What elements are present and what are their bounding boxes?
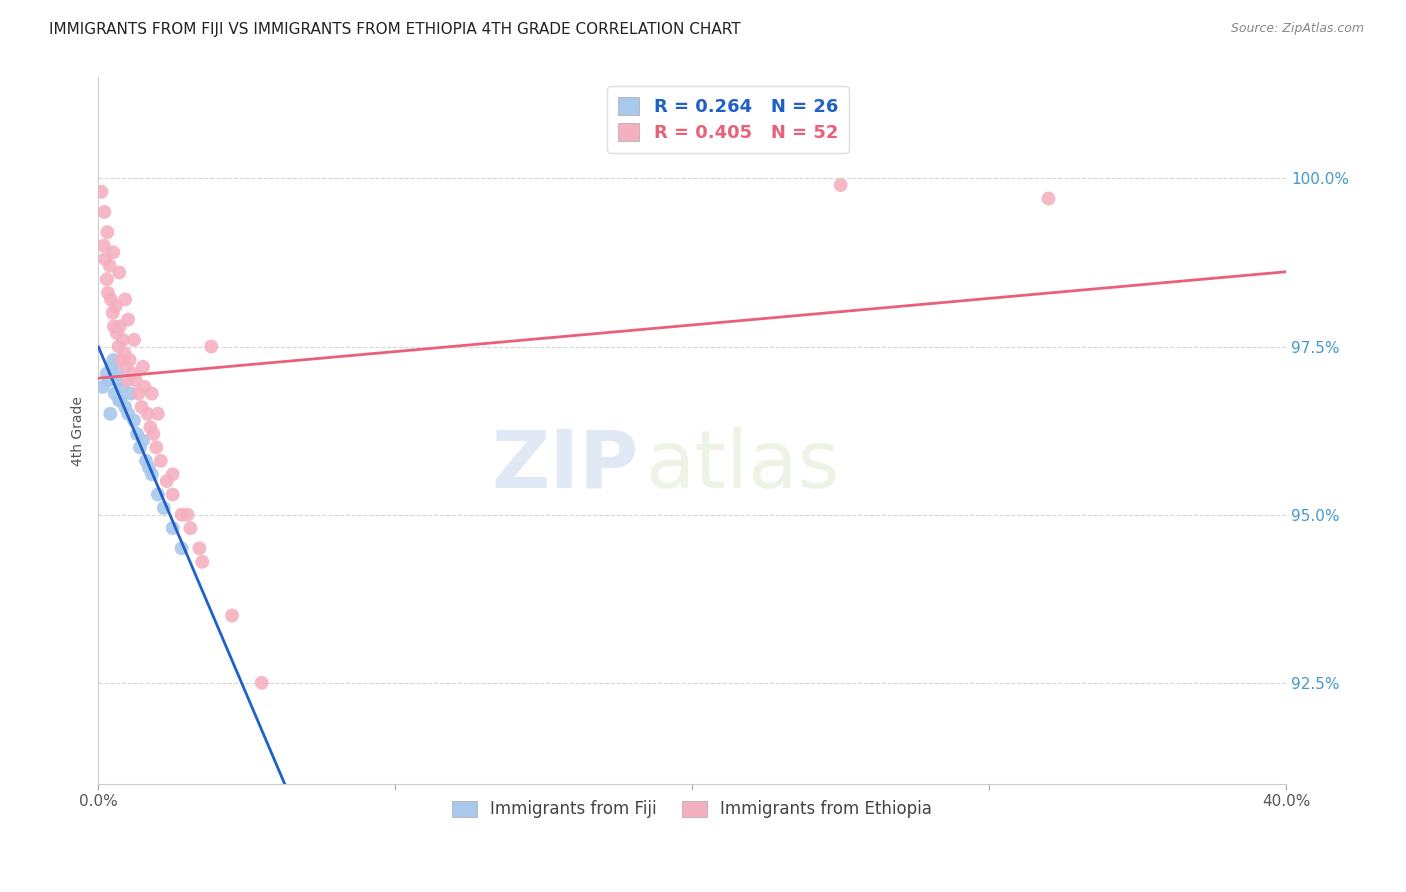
Point	[96, 272, 118, 286]
Point	[138, 460, 160, 475]
Point	[101, 359, 124, 374]
Point	[129, 441, 152, 455]
Text: IMMIGRANTS FROM FIJI VS IMMIGRANTS FROM ETHIOPIA 4TH GRADE CORRELATION CHART: IMMIGRANTS FROM FIJI VS IMMIGRANTS FROM …	[49, 22, 741, 37]
Point	[136, 407, 159, 421]
Point	[114, 400, 136, 414]
Point	[156, 474, 179, 488]
Point	[91, 380, 114, 394]
Point	[108, 393, 131, 408]
Point	[162, 521, 184, 535]
Point	[132, 359, 155, 374]
Point	[111, 380, 134, 394]
Point	[124, 373, 146, 387]
Point	[117, 407, 139, 421]
Point	[162, 487, 184, 501]
Text: Source: ZipAtlas.com: Source: ZipAtlas.com	[1230, 22, 1364, 36]
Text: atlas: atlas	[645, 427, 839, 505]
Point	[170, 508, 193, 522]
Point	[104, 299, 127, 313]
Point	[120, 386, 142, 401]
Point	[94, 252, 117, 266]
Point	[97, 373, 120, 387]
Point	[139, 420, 162, 434]
Legend: Immigrants from Fiji, Immigrants from Ethiopia: Immigrants from Fiji, Immigrants from Et…	[446, 794, 939, 825]
Point	[110, 353, 132, 368]
Point	[107, 339, 129, 353]
Point	[121, 367, 143, 381]
Point	[96, 367, 118, 381]
Point	[250, 676, 273, 690]
Point	[114, 293, 136, 307]
Point	[96, 225, 118, 239]
Point	[1038, 192, 1060, 206]
Y-axis label: 4th Grade: 4th Grade	[72, 396, 86, 466]
Point	[98, 407, 121, 421]
Point	[170, 541, 193, 556]
Point	[141, 386, 163, 401]
Point	[152, 500, 174, 515]
Point	[200, 339, 222, 353]
Point	[117, 312, 139, 326]
Point	[146, 407, 169, 421]
Point	[122, 413, 145, 427]
Point	[101, 306, 124, 320]
Point	[830, 178, 852, 192]
Point	[103, 353, 125, 368]
Point	[141, 467, 163, 482]
Point	[149, 454, 172, 468]
Point	[93, 205, 115, 219]
Point	[142, 426, 165, 441]
Point	[188, 541, 211, 556]
Point	[110, 393, 132, 408]
Point	[104, 386, 127, 401]
Point	[107, 367, 129, 381]
Point	[146, 487, 169, 501]
Point	[128, 386, 150, 401]
Point	[100, 293, 122, 307]
Point	[179, 521, 201, 535]
Point	[108, 266, 131, 280]
Point	[135, 454, 157, 468]
Point	[103, 245, 125, 260]
Point	[93, 238, 115, 252]
Point	[132, 434, 155, 448]
Point	[191, 555, 214, 569]
Point	[98, 259, 121, 273]
Point	[145, 441, 167, 455]
Point	[114, 346, 136, 360]
Point	[90, 185, 112, 199]
Point	[114, 359, 136, 374]
Point	[111, 333, 134, 347]
Point	[97, 285, 120, 300]
Point	[162, 467, 184, 482]
Point	[118, 353, 141, 368]
Text: ZIP: ZIP	[492, 427, 638, 505]
Point	[122, 333, 145, 347]
Point	[134, 380, 156, 394]
Point	[108, 319, 131, 334]
Point	[105, 373, 128, 387]
Point	[131, 400, 153, 414]
Point	[117, 373, 139, 387]
Point	[103, 319, 125, 334]
Point	[105, 326, 128, 340]
Point	[176, 508, 198, 522]
Point	[125, 426, 148, 441]
Point	[221, 608, 243, 623]
